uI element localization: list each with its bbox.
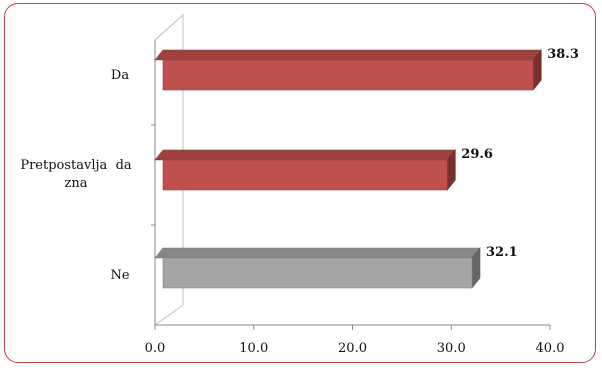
chart-axes: [151, 13, 551, 330]
category-label: Da: [110, 68, 130, 83]
x-tick-label: 0.0: [144, 341, 166, 356]
value-label: 38.3: [547, 47, 579, 62]
value-label: 32.1: [485, 245, 518, 260]
x-tick-label: 10.0: [239, 341, 269, 356]
category-label: Pretpostavlja da zna: [20, 158, 136, 191]
chart-bars: [154, 49, 542, 289]
bar-1: [154, 149, 456, 191]
bar-0: [154, 49, 542, 91]
x-tick-label: 20.0: [338, 341, 367, 356]
x-tick-label: 40.0: [535, 341, 565, 356]
category-label: Ne: [110, 268, 130, 283]
bar-top-1: [154, 149, 456, 161]
bar-front-0: [162, 59, 534, 91]
x-tick-label: 30.0: [436, 341, 466, 356]
bar-front-2: [162, 257, 473, 289]
bar-2: [154, 247, 481, 289]
bar-top-0: [154, 49, 542, 61]
value-label: 29.6: [461, 147, 493, 162]
bar-front-1: [162, 159, 448, 191]
bar-top-2: [154, 247, 481, 259]
chart-frame: [4, 3, 596, 363]
